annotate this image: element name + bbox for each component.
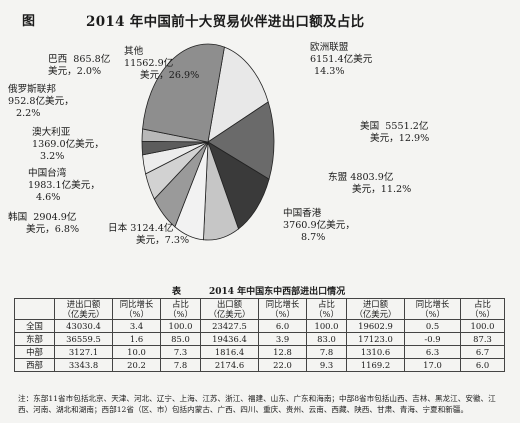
table-cell: 20.2 bbox=[112, 358, 161, 372]
figure-label: 图 bbox=[22, 14, 36, 29]
table-cell: 3.4 bbox=[112, 319, 161, 333]
header-import: 进口额 （亿美元） bbox=[346, 298, 405, 320]
table-row: 全国 43030.4 3.4 100.0 23427.5 6.0 100.0 19602.9 0… bbox=[14, 319, 505, 333]
table-cell: 1169.2 bbox=[346, 358, 405, 372]
table-cell: 0.5 bbox=[404, 319, 461, 333]
table-cell: 100.0 bbox=[460, 319, 505, 333]
table-cell: 1816.4 bbox=[200, 345, 259, 359]
figure-title: 2014 年中国前十大贸易伙伴进出口额及占比 bbox=[86, 14, 365, 30]
table-footnote: 注：东部11省市包括北京、天津、河北、辽宁、上海、江苏、浙江、福建、山东、广东和… bbox=[18, 394, 496, 414]
table-cell: 23427.5 bbox=[200, 319, 259, 333]
table-cell: 43030.4 bbox=[54, 319, 113, 333]
table-header-row: 进出口额 （亿美元） 同比增长 （%） 占比 （%） 出口额 （亿美元） 同比增长 （%）… bbox=[14, 298, 505, 320]
table-cell: 6.0 bbox=[258, 319, 307, 333]
pie-label-japan: 日本 3124.4亿 美元，7.3% bbox=[108, 223, 190, 246]
table-row: 东部 36559.5 1.6 85.0 19436.4 3.9 83.0 17123.0 -0.… bbox=[14, 332, 505, 346]
pie-label-australia: 澳大利亚 1369.0亿美元， 3.2% bbox=[32, 127, 104, 162]
table-cell: 17.0 bbox=[404, 358, 461, 372]
pie-slice-10 bbox=[142, 43, 225, 143]
header-total-growth: 同比增长 （%） bbox=[112, 298, 161, 320]
header-total-share: 占比 （%） bbox=[160, 298, 201, 320]
pie-label-russia: 俄罗斯联邦 952.8亿美元， 2.2% bbox=[8, 84, 74, 119]
pie-label-taiwan: 中国台湾 1983.1亿美元， 4.6% bbox=[28, 168, 100, 203]
row-region: 中部 bbox=[14, 345, 55, 359]
pie-slice-1 bbox=[207, 101, 275, 180]
header-export-share: 占比 （%） bbox=[306, 298, 347, 320]
table-row: 中部 3127.1 10.0 7.3 1816.4 12.8 7.8 1310.6 6.3 6.7 bbox=[14, 345, 505, 359]
pie-slice-0 bbox=[207, 46, 269, 143]
table-cell: 3343.8 bbox=[54, 358, 113, 372]
table-cell: 3127.1 bbox=[54, 345, 113, 359]
table-row: 西部 3343.8 20.2 7.8 2174.6 22.0 9.3 1169.2 17.0 6.… bbox=[14, 358, 505, 372]
pie-label-usa: 美国 5551.2亿 美元，12.9% bbox=[360, 121, 430, 144]
table-cell: 7.8 bbox=[306, 345, 347, 359]
table-cell: 12.8 bbox=[258, 345, 307, 359]
table-cell: 36559.5 bbox=[54, 332, 113, 346]
header-blank bbox=[14, 298, 55, 320]
pie-label-eu: 欧洲联盟 6151.4亿美元 14.3% bbox=[310, 42, 373, 77]
header-import-growth: 同比增长 （%） bbox=[404, 298, 461, 320]
table-cell: 85.0 bbox=[160, 332, 201, 346]
table-cell: 10.0 bbox=[112, 345, 161, 359]
trade-table: 进出口额 （亿美元） 同比增长 （%） 占比 （%） 出口额 （亿美元） 同比增长 （%）… bbox=[14, 298, 505, 372]
pie-label-asean: 东盟 4803.9亿 美元，11.2% bbox=[328, 172, 412, 195]
table-cell: 1.6 bbox=[112, 332, 161, 346]
pie-label-other: 其他 11562.9亿 美元，26.9% bbox=[124, 46, 200, 81]
header-total: 进出口额 （亿美元） bbox=[54, 298, 113, 320]
table-cell: 6.3 bbox=[404, 345, 461, 359]
pie-slice-2 bbox=[207, 141, 270, 230]
table-cell: 3.9 bbox=[258, 332, 307, 346]
table-cell: 19436.4 bbox=[200, 332, 259, 346]
header-export: 出口额 （亿美元） bbox=[200, 298, 259, 320]
pie-chart bbox=[141, 43, 275, 241]
header-import-share: 占比 （%） bbox=[460, 298, 505, 320]
header-export-growth: 同比增长 （%） bbox=[258, 298, 307, 320]
table-cell: 87.3 bbox=[460, 332, 505, 346]
table-cell: 22.0 bbox=[258, 358, 307, 372]
table-cell: 6.0 bbox=[460, 358, 505, 372]
table-title: 2014 年中国东中西部进出口情况 bbox=[209, 287, 346, 297]
table-cell: -0.9 bbox=[404, 332, 461, 346]
table-cell: 6.7 bbox=[460, 345, 505, 359]
table-label: 表 bbox=[172, 287, 182, 297]
table-cell: 1310.6 bbox=[346, 345, 405, 359]
row-region: 全国 bbox=[14, 319, 55, 333]
pie-label-hongkong: 中国香港 3760.9亿美元， 8.7% bbox=[283, 208, 355, 243]
table-cell: 7.8 bbox=[160, 358, 201, 372]
pie-label-korea: 韩国 2904.9亿 美元，6.8% bbox=[8, 212, 80, 235]
pie-figure: 图 2014 年中国前十大贸易伙伴进出口额及占比 其他 11562.9亿 美元，2… bbox=[8, 14, 430, 246]
table-cell: 19602.9 bbox=[346, 319, 405, 333]
table-cell: 2174.6 bbox=[200, 358, 259, 372]
table-cell: 17123.0 bbox=[346, 332, 405, 346]
table-cell: 100.0 bbox=[160, 319, 201, 333]
row-region: 东部 bbox=[14, 332, 55, 346]
table-cell: 100.0 bbox=[306, 319, 347, 333]
table-cell: 7.3 bbox=[160, 345, 201, 359]
table-cell: 83.0 bbox=[306, 332, 347, 346]
table-cell: 9.3 bbox=[306, 358, 347, 372]
row-region: 西部 bbox=[14, 358, 55, 372]
pie-label-brazil: 巴西 865.8亿 美元，2.0% bbox=[48, 54, 111, 77]
